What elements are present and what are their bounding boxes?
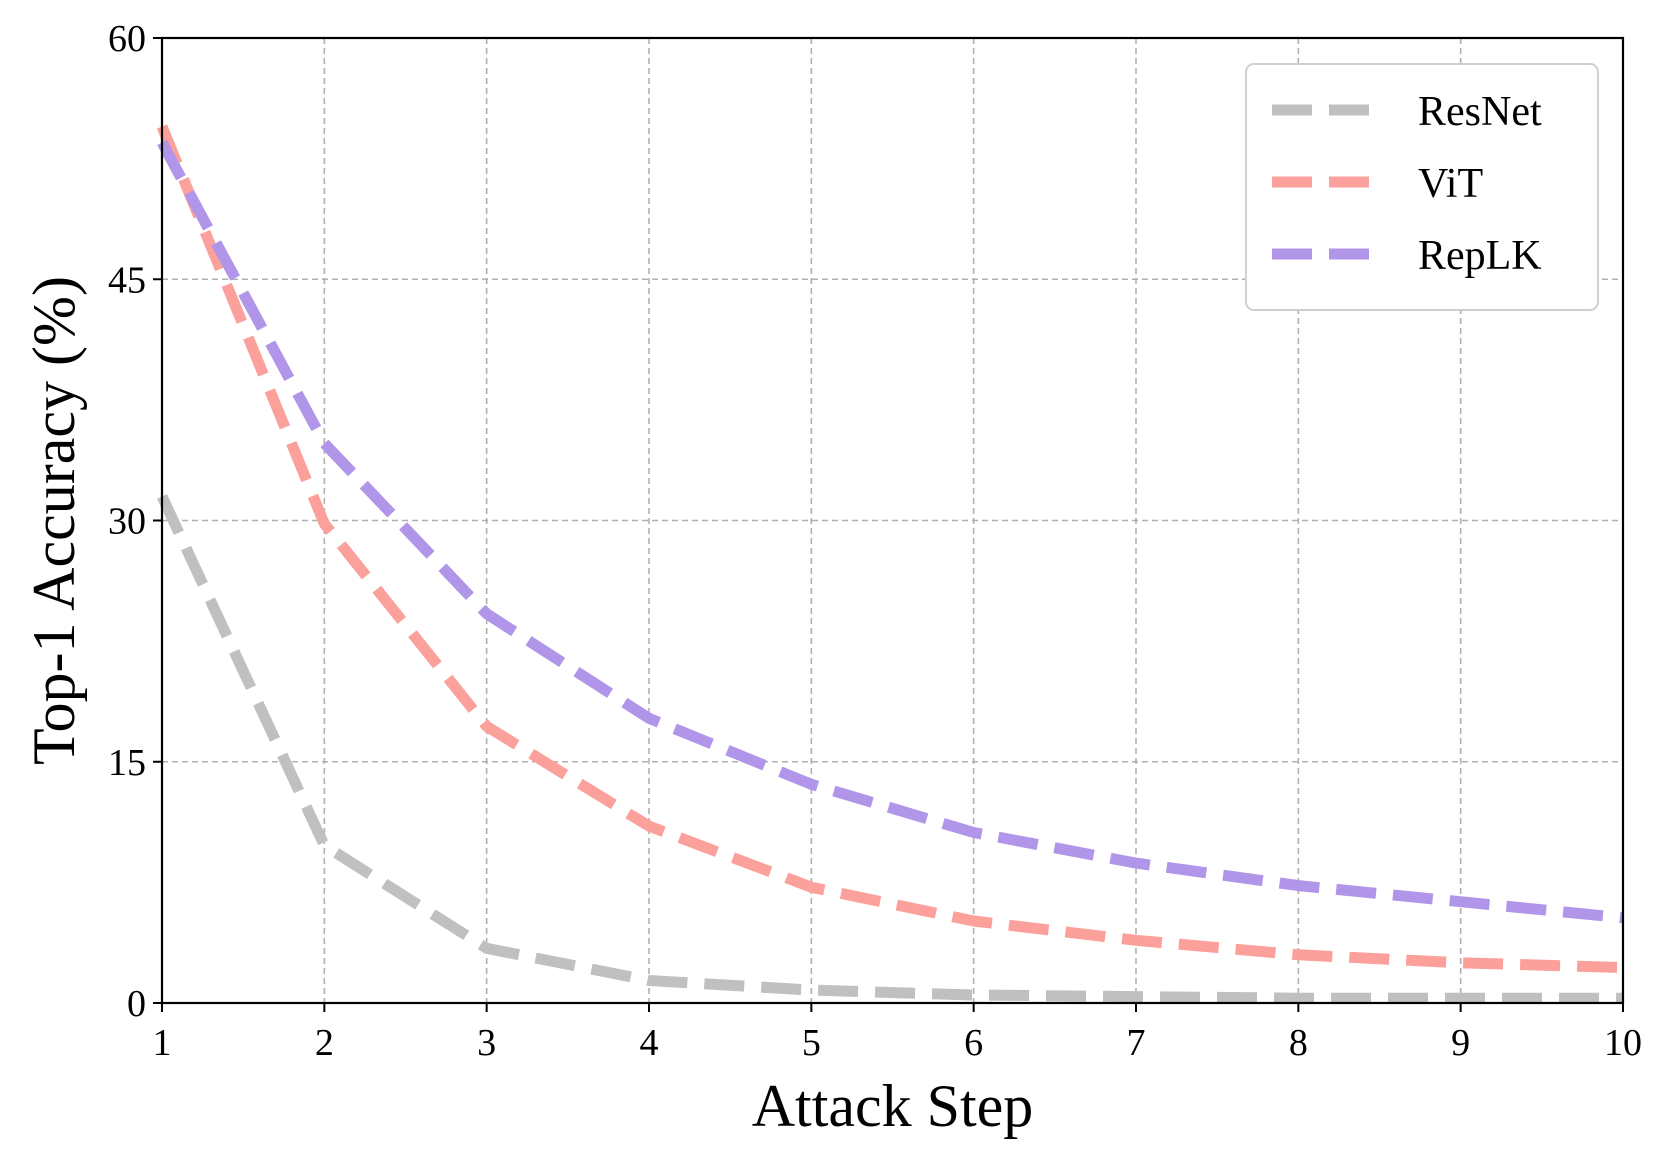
x-tick-label: 9 — [1451, 1022, 1470, 1064]
y-tick-label: 60 — [108, 18, 146, 60]
x-tick-label: 7 — [1127, 1022, 1146, 1064]
legend-label-vit: ViT — [1418, 161, 1483, 207]
x-tick-label: 1 — [153, 1022, 172, 1064]
x-tick-label: 4 — [640, 1022, 659, 1064]
x-tick-label: 2 — [315, 1022, 334, 1064]
y-tick-label: 0 — [127, 983, 146, 1025]
x-tick-label: 10 — [1604, 1022, 1642, 1064]
legend-label-replk: RepLK — [1418, 233, 1542, 279]
x-axis-title: Attack Step — [752, 1073, 1034, 1139]
legend-label-resnet: ResNet — [1418, 89, 1542, 135]
y-tick-label: 30 — [108, 501, 146, 543]
y-tick-label: 45 — [108, 259, 146, 301]
x-tick-label: 6 — [964, 1022, 983, 1064]
x-tick-label: 3 — [477, 1022, 496, 1064]
series-line-replk — [157, 139, 1624, 924]
series-layer — [156, 124, 1624, 1004]
legend: ResNet ViT RepLK — [1245, 63, 1599, 311]
series-line-vit — [156, 124, 1624, 974]
y-axis-title: Top-1 Accuracy (%) — [21, 276, 87, 765]
x-tick-label: 8 — [1289, 1022, 1308, 1064]
series-line-resnet — [157, 494, 1623, 1004]
y-tick-label: 15 — [108, 742, 146, 784]
x-tick-label: 5 — [802, 1022, 821, 1064]
